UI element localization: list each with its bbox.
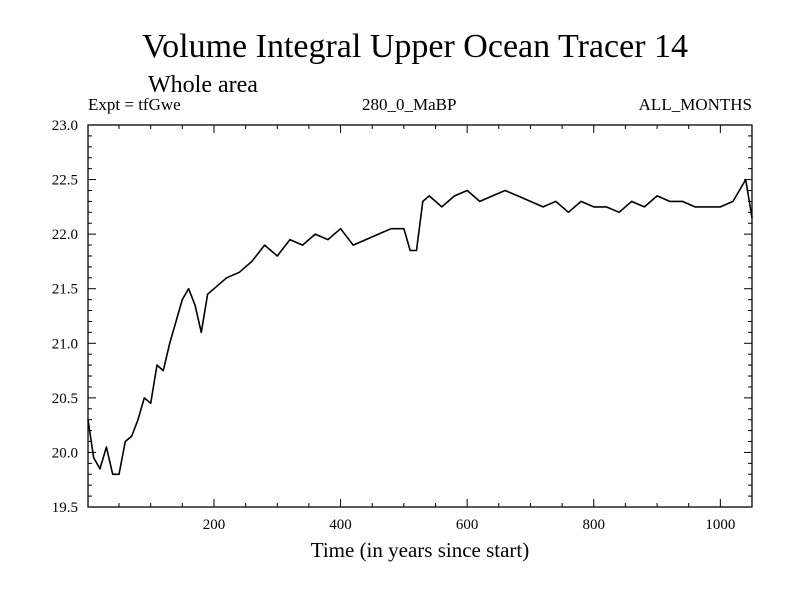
y-tick-label: 20.0	[52, 445, 78, 461]
y-tick-label: 21.0	[52, 336, 78, 352]
x-tick-label: 600	[456, 517, 479, 533]
y-tick-label: 23.0	[52, 118, 78, 134]
x-tick-label: 400	[329, 517, 352, 533]
plot-frame	[87, 124, 753, 508]
y-tick-label: 19.5	[52, 500, 78, 516]
chart-title: Volume Integral Upper Ocean Tracer 14	[141, 28, 689, 65]
chart-subtitle: Whole area	[148, 72, 258, 98]
experiment-label: Expt = tfGwe	[88, 95, 181, 114]
y-axis: 19.5 20.0 20.5 21.0 21.5 22.0 22.5 23.0	[52, 118, 752, 516]
months-label: ALL_MONTHS	[638, 95, 752, 114]
x-tick-label: 200	[203, 517, 226, 533]
x-tick-label: 800	[583, 517, 606, 533]
x-tick-label: 1000	[705, 517, 735, 533]
x-axis: 200 400 600 800 1000	[118, 125, 753, 533]
series-line	[87, 178, 753, 476]
x-axis-label: Time (in years since start)	[310, 538, 530, 562]
period-label: 280_0_MaBP	[362, 95, 457, 114]
y-tick-label: 22.0	[52, 227, 78, 243]
y-tick-label: 21.5	[52, 282, 78, 298]
series-layer	[87, 178, 753, 476]
y-tick-label: 22.5	[52, 173, 78, 189]
y-tick-label: 20.5	[52, 391, 78, 407]
